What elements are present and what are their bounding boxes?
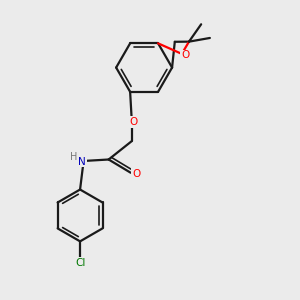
Text: Cl: Cl bbox=[75, 258, 85, 268]
Text: N: N bbox=[78, 157, 86, 166]
Text: H: H bbox=[70, 152, 77, 162]
Text: O: O bbox=[129, 117, 137, 127]
Text: O: O bbox=[132, 169, 140, 179]
Text: O: O bbox=[181, 50, 189, 60]
